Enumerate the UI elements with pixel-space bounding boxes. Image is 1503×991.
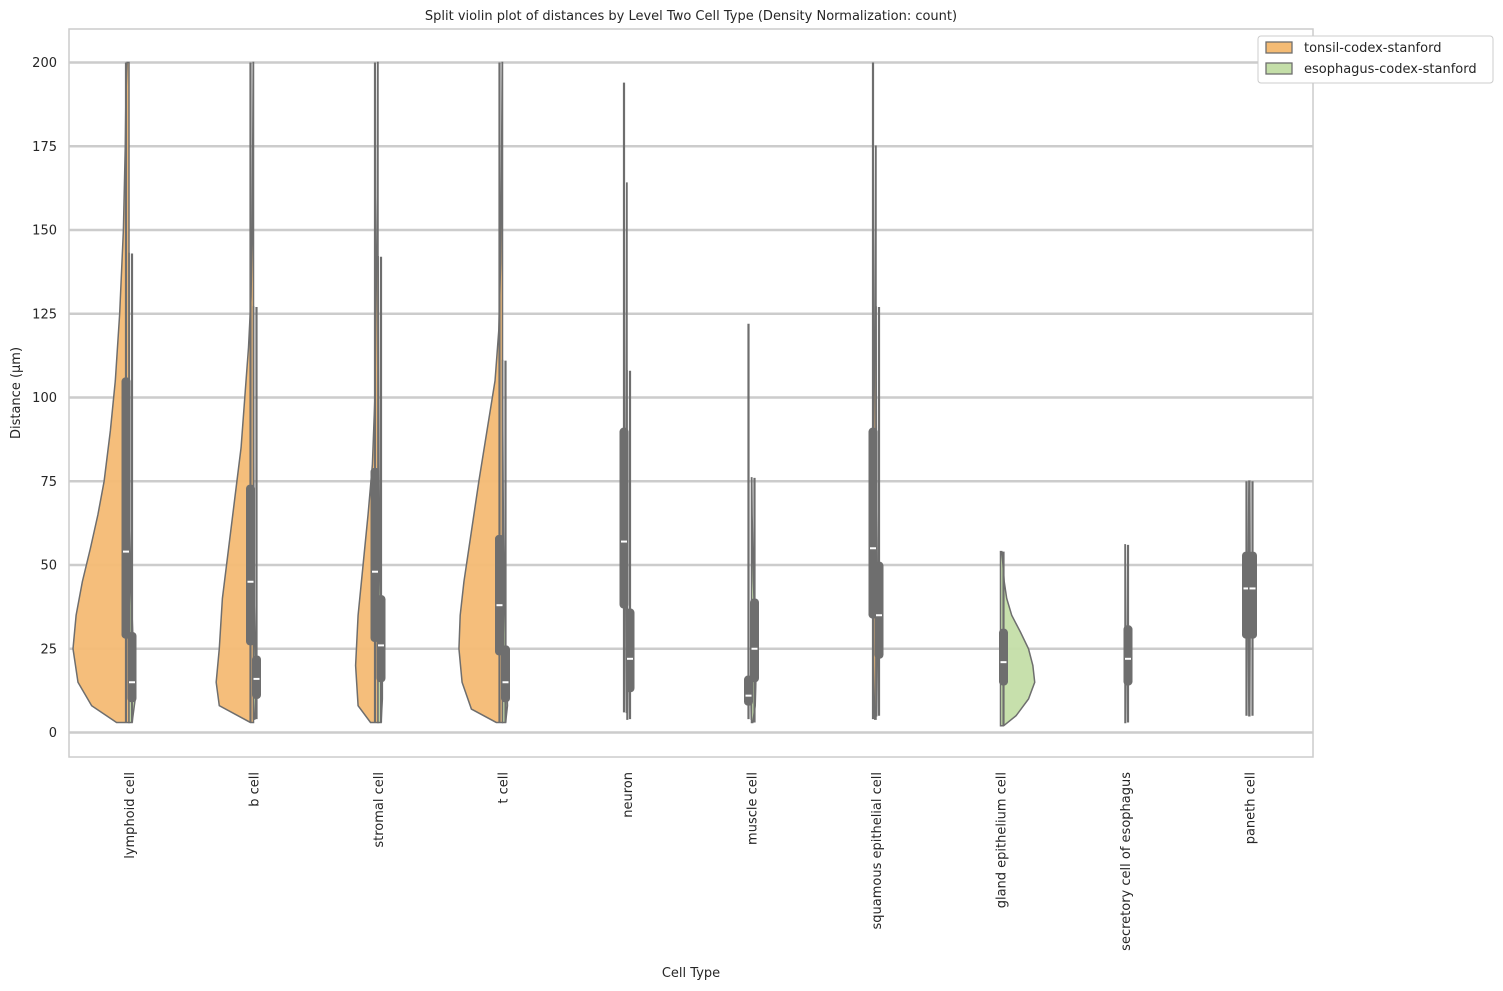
legend-label-tonsil: tonsil-codex-stanford: [1304, 41, 1441, 56]
legend-frame: [1257, 35, 1494, 84]
x-tick-label: muscle cell: [746, 772, 761, 845]
x-tick-label: stromal cell: [372, 772, 387, 848]
y-tick-label: 25: [40, 642, 57, 657]
violin-tonsil: [215, 61, 255, 724]
legend-swatch-esophagus: [1265, 62, 1293, 75]
plot-frame: [68, 28, 1314, 758]
iqr-box-tonsil: [495, 534, 504, 656]
iqr-box-esophagus: [625, 608, 635, 693]
iqr-box-esophagus: [376, 595, 386, 683]
iqr-box-esophagus: [1123, 625, 1133, 686]
legend-swatch-tonsil: [1265, 41, 1293, 54]
x-tick-label: t cell: [497, 772, 512, 804]
x-tick-label: gland epithelium cell: [995, 772, 1010, 908]
iqr-box-esophagus: [750, 598, 759, 683]
violins: [72, 61, 1257, 727]
y-tick-label: 200: [32, 56, 57, 71]
x-tick-label: secretory cell of esophagus: [1119, 772, 1134, 951]
x-tick-label: b cell: [248, 772, 263, 807]
y-tick-label: 100: [32, 391, 57, 406]
x-tick-label: squamous epithelial cell: [870, 772, 885, 930]
y-tick-label: 0: [49, 726, 57, 741]
iqr-box-esophagus: [127, 632, 137, 703]
x-tick-labels: lymphoid cell b cell stromal cell t cell neu…: [123, 772, 1259, 951]
iqr-box-tonsil: [246, 484, 255, 646]
x-axis-label: Cell Type: [662, 966, 720, 981]
violin-tonsil: [458, 61, 504, 724]
x-tick-label: lymphoid cell: [123, 772, 138, 859]
y-tick-labels: 0 25 50 75 100 125 150 175 200: [32, 56, 57, 741]
violin-esophagus: [999, 550, 1036, 727]
x-tick-label: paneth cell: [1244, 772, 1259, 844]
violin-esophagus: [128, 252, 136, 724]
y-tick-label: 150: [32, 224, 57, 239]
iqr-box-tonsil: [619, 427, 629, 609]
y-gridlines: [69, 61, 1313, 734]
iqr-box-esophagus: [999, 628, 1008, 686]
x-tick-label: neuron: [621, 772, 636, 818]
iqr-box-esophagus: [501, 645, 510, 703]
iqr-box-esophagus: [874, 561, 884, 659]
iqr-box-tonsil: [744, 675, 753, 706]
legend: tonsil-codex-stanford esophagus-codex-st…: [1257, 35, 1494, 84]
iqr-box-tonsil: [121, 377, 131, 639]
chart-title: Split violin plot of distances by Level …: [425, 9, 957, 24]
iqr-box-esophagus: [1248, 551, 1257, 639]
legend-label-esophagus: esophagus-codex-stanford: [1304, 62, 1477, 77]
y-tick-label: 175: [32, 140, 57, 155]
y-tick-label: 75: [40, 475, 57, 490]
y-tick-label: 125: [32, 307, 57, 322]
iqr-box-esophagus: [252, 655, 261, 699]
y-axis-label: Distance (µm): [9, 347, 24, 439]
y-tick-label: 50: [40, 559, 57, 574]
